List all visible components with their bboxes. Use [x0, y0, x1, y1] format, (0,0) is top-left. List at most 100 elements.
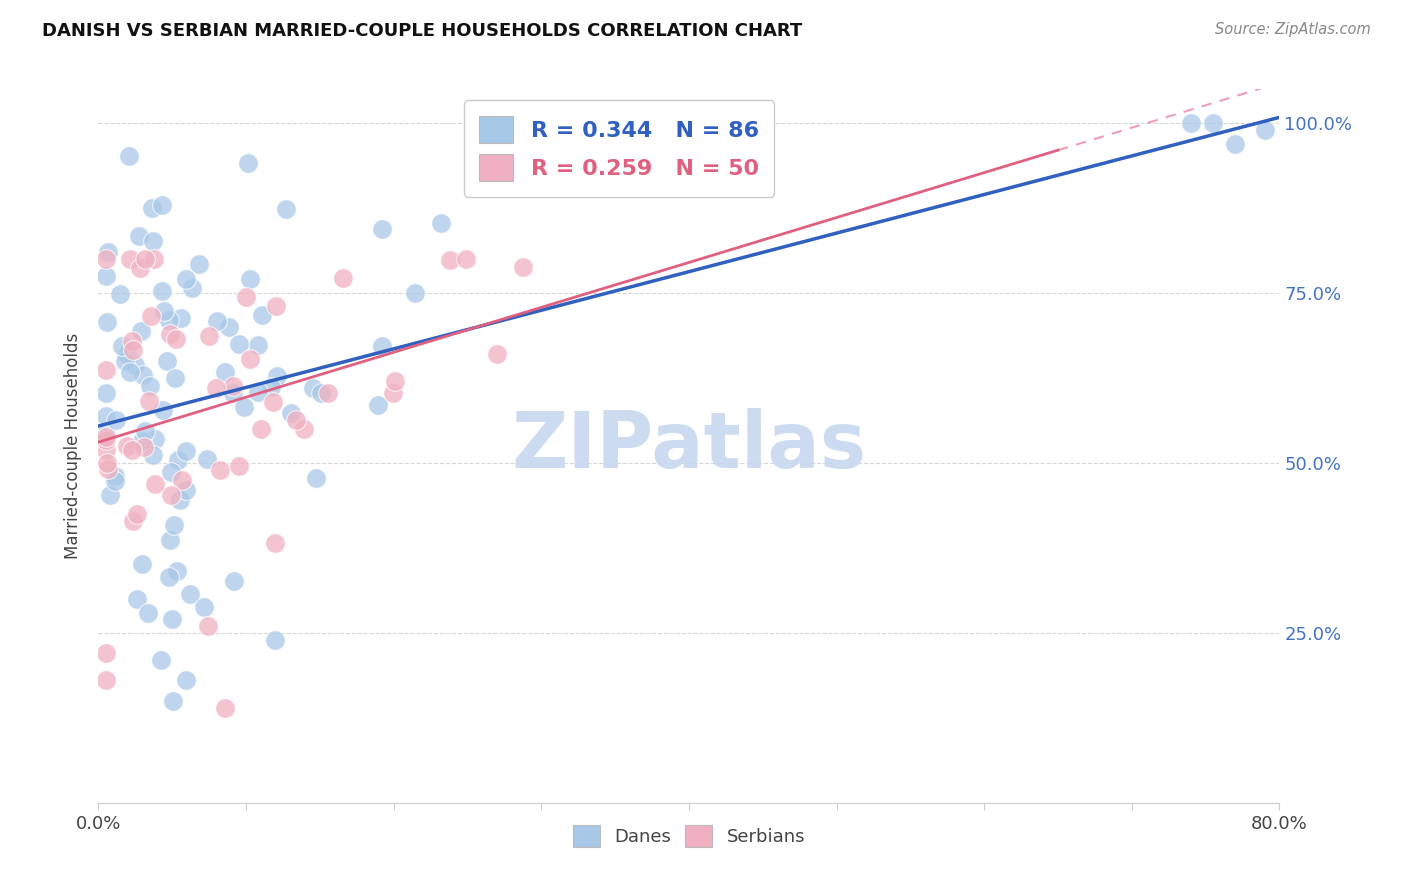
Point — [136, 607, 159, 621]
Point — [208, 463, 231, 477]
Point — [1180, 116, 1202, 130]
Point — [222, 379, 245, 393]
Point — [384, 375, 406, 389]
Point — [382, 385, 405, 400]
Point — [118, 149, 141, 163]
Point — [174, 443, 197, 458]
Point — [1225, 136, 1247, 151]
Point — [134, 252, 156, 266]
Point — [285, 413, 308, 427]
Point — [104, 413, 127, 427]
Point — [179, 586, 201, 600]
Point — [129, 324, 152, 338]
Point — [142, 234, 165, 248]
Point — [117, 439, 139, 453]
Point — [280, 407, 302, 421]
Point — [94, 673, 117, 688]
Point — [122, 343, 145, 357]
Point — [104, 468, 127, 483]
Point — [159, 533, 181, 547]
Point — [207, 314, 229, 328]
Point — [266, 368, 288, 383]
Point — [222, 574, 245, 588]
Point — [332, 271, 354, 285]
Point — [252, 308, 274, 322]
Point — [249, 422, 271, 436]
Point — [162, 694, 184, 708]
Point — [153, 303, 176, 318]
Point — [302, 381, 325, 395]
Point — [121, 442, 143, 457]
Point — [150, 197, 173, 211]
Point — [174, 673, 197, 688]
Point — [439, 253, 461, 268]
Point — [309, 386, 332, 401]
Point — [94, 409, 117, 423]
Point — [169, 311, 191, 326]
Point — [122, 514, 145, 528]
Point — [247, 338, 270, 352]
Point — [132, 368, 155, 383]
Point — [371, 222, 394, 236]
Point — [94, 363, 117, 377]
Point — [115, 346, 138, 360]
Point — [150, 653, 173, 667]
Point — [141, 202, 163, 216]
Legend: Danes, Serbians: Danes, Serbians — [561, 814, 817, 858]
Y-axis label: Married-couple Households: Married-couple Households — [65, 333, 83, 559]
Point — [239, 352, 262, 367]
Point — [239, 271, 262, 285]
Point — [96, 269, 118, 284]
Point — [228, 337, 250, 351]
Point — [404, 286, 426, 301]
Point — [222, 386, 245, 401]
Point — [159, 488, 181, 502]
Point — [160, 465, 183, 479]
Point — [94, 386, 117, 401]
Point — [367, 398, 389, 412]
Point — [157, 570, 180, 584]
Point — [150, 284, 173, 298]
Point — [167, 453, 190, 467]
Point — [160, 612, 183, 626]
Point — [142, 448, 165, 462]
Point — [94, 252, 117, 266]
Point — [128, 228, 150, 243]
Point — [143, 432, 166, 446]
Point — [139, 309, 162, 323]
Point — [111, 338, 134, 352]
Point — [456, 252, 478, 266]
Point — [198, 329, 221, 343]
Point — [1254, 123, 1277, 137]
Point — [129, 261, 152, 276]
Point — [121, 334, 143, 348]
Point — [233, 401, 256, 415]
Point — [174, 483, 197, 498]
Point — [159, 313, 181, 327]
Text: Source: ZipAtlas.com: Source: ZipAtlas.com — [1215, 22, 1371, 37]
Point — [131, 557, 153, 571]
Text: DANISH VS SERBIAN MARRIED-COUPLE HOUSEHOLDS CORRELATION CHART: DANISH VS SERBIAN MARRIED-COUPLE HOUSEHO… — [42, 22, 803, 40]
Point — [139, 378, 162, 392]
Point — [218, 320, 240, 334]
Point — [235, 290, 257, 304]
Point — [97, 245, 120, 260]
Point — [108, 287, 131, 301]
Point — [125, 507, 148, 521]
Point — [152, 402, 174, 417]
Point — [238, 156, 260, 170]
Point — [114, 354, 136, 368]
Point — [96, 646, 118, 660]
Point — [197, 619, 219, 633]
Point — [316, 385, 339, 400]
Point — [94, 427, 117, 442]
Point — [131, 434, 153, 449]
Point — [94, 433, 117, 447]
Point — [214, 700, 236, 714]
Point — [96, 456, 118, 470]
Point — [125, 591, 148, 606]
Point — [276, 202, 298, 216]
Point — [120, 252, 142, 266]
Point — [172, 473, 194, 487]
Point — [142, 252, 165, 266]
